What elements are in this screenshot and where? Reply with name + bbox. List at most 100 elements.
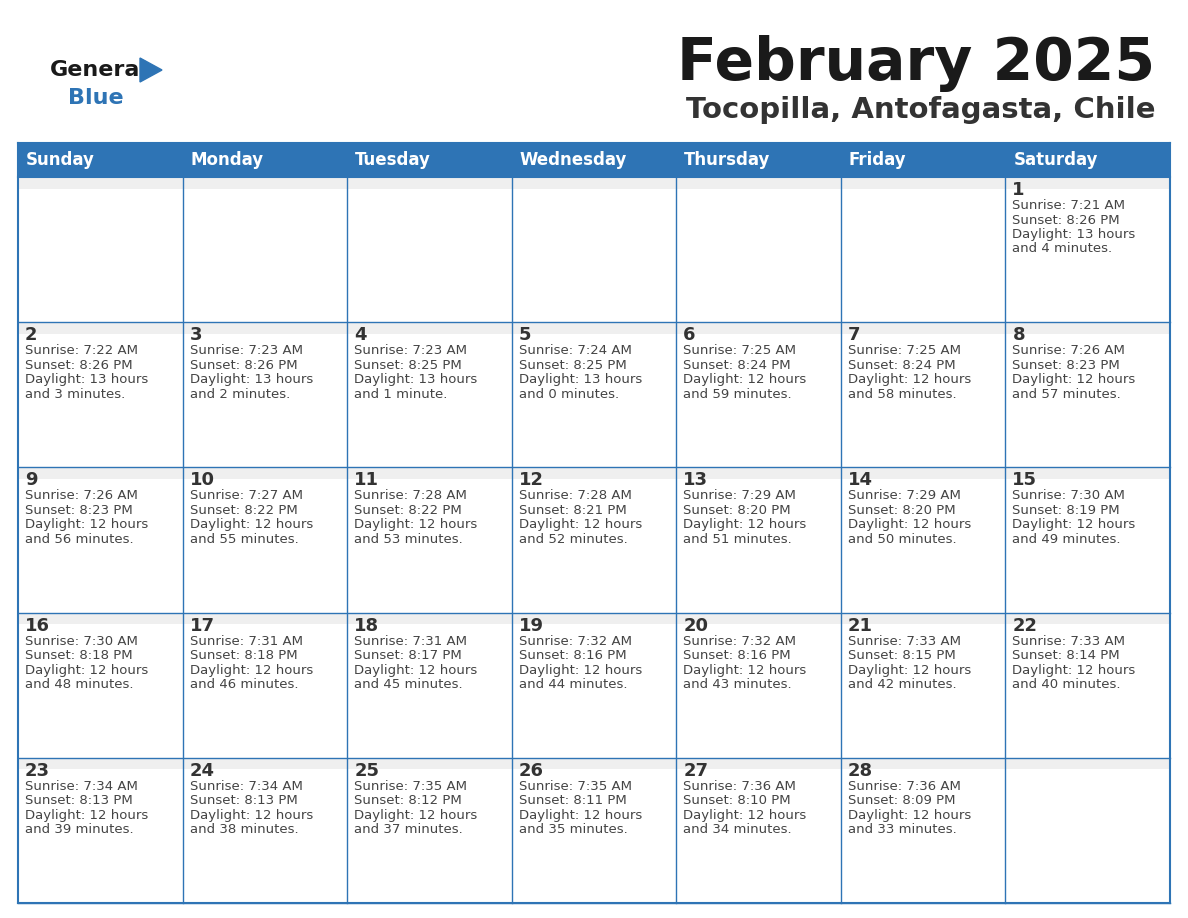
- Text: Sunrise: 7:32 AM: Sunrise: 7:32 AM: [519, 634, 632, 647]
- Bar: [841, 757, 1005, 769]
- Bar: [183, 467, 347, 479]
- Text: Friday: Friday: [849, 151, 906, 169]
- Text: Daylight: 12 hours: Daylight: 12 hours: [354, 664, 478, 677]
- Text: Sunrise: 7:26 AM: Sunrise: 7:26 AM: [25, 489, 138, 502]
- Text: and 33 minutes.: and 33 minutes.: [848, 823, 956, 836]
- Text: 6: 6: [683, 326, 696, 344]
- Text: Sunrise: 7:35 AM: Sunrise: 7:35 AM: [354, 779, 467, 793]
- Text: 5: 5: [519, 326, 531, 344]
- Text: Sunrise: 7:23 AM: Sunrise: 7:23 AM: [190, 344, 303, 357]
- Bar: [512, 143, 676, 177]
- Text: February 2025: February 2025: [677, 35, 1155, 92]
- Text: 24: 24: [190, 762, 215, 779]
- Text: Daylight: 12 hours: Daylight: 12 hours: [190, 809, 312, 822]
- Bar: [676, 322, 841, 334]
- Text: 25: 25: [354, 762, 379, 779]
- Bar: [347, 143, 512, 177]
- Text: Daylight: 12 hours: Daylight: 12 hours: [683, 374, 807, 386]
- Text: Sunset: 8:10 PM: Sunset: 8:10 PM: [683, 794, 791, 807]
- Text: 14: 14: [848, 472, 873, 489]
- Bar: [676, 612, 841, 624]
- Bar: [676, 177, 841, 188]
- Text: Daylight: 13 hours: Daylight: 13 hours: [519, 374, 642, 386]
- Text: Sunset: 8:12 PM: Sunset: 8:12 PM: [354, 794, 462, 807]
- Bar: [676, 467, 841, 479]
- Text: 16: 16: [25, 617, 50, 634]
- Text: Sunset: 8:23 PM: Sunset: 8:23 PM: [25, 504, 133, 517]
- Bar: [18, 177, 183, 322]
- Text: Daylight: 12 hours: Daylight: 12 hours: [1012, 664, 1136, 677]
- Text: 23: 23: [25, 762, 50, 779]
- Bar: [1005, 467, 1170, 479]
- Bar: [18, 322, 183, 467]
- Text: Saturday: Saturday: [1013, 151, 1098, 169]
- Bar: [841, 143, 1005, 177]
- Bar: [18, 757, 183, 903]
- Bar: [1005, 612, 1170, 624]
- Text: Daylight: 12 hours: Daylight: 12 hours: [683, 664, 807, 677]
- Text: Tuesday: Tuesday: [355, 151, 431, 169]
- Text: Daylight: 13 hours: Daylight: 13 hours: [354, 374, 478, 386]
- Text: Sunrise: 7:35 AM: Sunrise: 7:35 AM: [519, 779, 632, 793]
- Text: and 46 minutes.: and 46 minutes.: [190, 678, 298, 691]
- Bar: [18, 612, 183, 624]
- Text: 20: 20: [683, 617, 708, 634]
- Bar: [1005, 143, 1170, 177]
- Text: and 53 minutes.: and 53 minutes.: [354, 533, 463, 546]
- Bar: [18, 322, 183, 334]
- Bar: [347, 322, 512, 334]
- Text: 22: 22: [1012, 617, 1037, 634]
- Text: Tocopilla, Antofagasta, Chile: Tocopilla, Antofagasta, Chile: [685, 96, 1155, 124]
- Text: and 51 minutes.: and 51 minutes.: [683, 533, 792, 546]
- Bar: [183, 612, 347, 624]
- Text: Sunrise: 7:22 AM: Sunrise: 7:22 AM: [25, 344, 138, 357]
- Bar: [676, 177, 841, 322]
- Bar: [841, 757, 1005, 903]
- Text: Sunset: 8:09 PM: Sunset: 8:09 PM: [848, 794, 955, 807]
- Text: Sunset: 8:24 PM: Sunset: 8:24 PM: [683, 359, 791, 372]
- Text: Daylight: 13 hours: Daylight: 13 hours: [190, 374, 312, 386]
- Bar: [183, 143, 347, 177]
- Text: and 57 minutes.: and 57 minutes.: [1012, 387, 1121, 400]
- Text: Sunset: 8:26 PM: Sunset: 8:26 PM: [190, 359, 297, 372]
- Text: and 35 minutes.: and 35 minutes.: [519, 823, 627, 836]
- Text: and 55 minutes.: and 55 minutes.: [190, 533, 298, 546]
- Bar: [841, 322, 1005, 467]
- Text: Sunset: 8:26 PM: Sunset: 8:26 PM: [1012, 214, 1120, 227]
- Bar: [512, 467, 676, 479]
- Text: Thursday: Thursday: [684, 151, 771, 169]
- Bar: [841, 612, 1005, 757]
- Bar: [1005, 757, 1170, 769]
- Bar: [1005, 322, 1170, 334]
- Text: Sunrise: 7:34 AM: Sunrise: 7:34 AM: [25, 779, 138, 793]
- Text: Sunset: 8:24 PM: Sunset: 8:24 PM: [848, 359, 955, 372]
- Text: Sunrise: 7:28 AM: Sunrise: 7:28 AM: [519, 489, 632, 502]
- Text: Sunrise: 7:33 AM: Sunrise: 7:33 AM: [848, 634, 961, 647]
- Text: and 3 minutes.: and 3 minutes.: [25, 387, 125, 400]
- Text: General: General: [50, 60, 148, 80]
- Text: Wednesday: Wednesday: [519, 151, 627, 169]
- Text: and 39 minutes.: and 39 minutes.: [25, 823, 133, 836]
- Text: Daylight: 12 hours: Daylight: 12 hours: [25, 664, 148, 677]
- Bar: [1005, 322, 1170, 467]
- Bar: [347, 757, 512, 769]
- Text: Sunrise: 7:25 AM: Sunrise: 7:25 AM: [683, 344, 796, 357]
- Bar: [183, 177, 347, 322]
- Text: Sunset: 8:23 PM: Sunset: 8:23 PM: [1012, 359, 1120, 372]
- Text: Sunrise: 7:33 AM: Sunrise: 7:33 AM: [1012, 634, 1125, 647]
- Text: Sunset: 8:18 PM: Sunset: 8:18 PM: [25, 649, 133, 662]
- Text: Daylight: 12 hours: Daylight: 12 hours: [25, 809, 148, 822]
- Text: Daylight: 12 hours: Daylight: 12 hours: [1012, 374, 1136, 386]
- Bar: [1005, 612, 1170, 757]
- Text: 10: 10: [190, 472, 215, 489]
- Text: Sunrise: 7:30 AM: Sunrise: 7:30 AM: [25, 634, 138, 647]
- Bar: [1005, 177, 1170, 322]
- Text: Sunrise: 7:36 AM: Sunrise: 7:36 AM: [848, 779, 961, 793]
- Bar: [512, 177, 676, 322]
- Text: and 59 minutes.: and 59 minutes.: [683, 387, 792, 400]
- Text: Sunrise: 7:27 AM: Sunrise: 7:27 AM: [190, 489, 303, 502]
- Text: Daylight: 12 hours: Daylight: 12 hours: [519, 519, 642, 532]
- Text: Sunset: 8:20 PM: Sunset: 8:20 PM: [848, 504, 955, 517]
- Text: 28: 28: [848, 762, 873, 779]
- Bar: [841, 467, 1005, 612]
